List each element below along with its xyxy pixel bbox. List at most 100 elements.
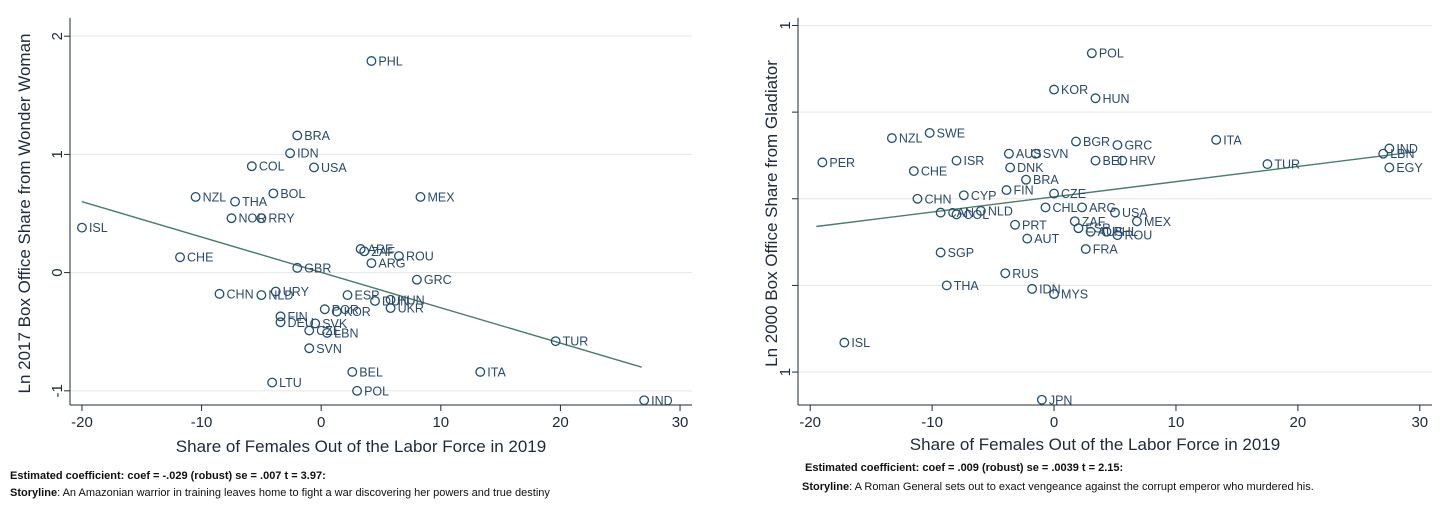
chart-gladiator: 1 1 -20 -10 0 10 20 30 Share of Females Out of t… <box>762 18 1432 454</box>
data-point-marker <box>285 148 296 159</box>
data-point-label: EGY <box>1396 161 1423 175</box>
x-tick-label: 0 <box>1050 414 1058 431</box>
data-point-marker <box>175 252 185 263</box>
data-point-label: ISL <box>89 221 108 235</box>
data-point-label: ARG <box>378 257 405 271</box>
storyline-text: : An Amazonian warrior in training leave… <box>57 487 550 499</box>
data-point-marker <box>1131 216 1142 227</box>
data-point-label: ROU <box>1124 229 1152 243</box>
data-point-label: AUT <box>1034 232 1059 246</box>
data-point-marker <box>912 193 923 204</box>
data-point-label: NZL <box>899 132 923 146</box>
data-point-marker <box>1117 155 1128 166</box>
data-point-marker <box>304 325 315 336</box>
data-point-label: NZL <box>203 190 227 204</box>
data-point-marker <box>1005 162 1016 173</box>
chart-panel-wonder-woman: -1 0 1 2 -20 -10 0 10 20 30 Share of Females Out o… <box>0 0 712 515</box>
data-point-marker <box>1049 188 1059 199</box>
data-point-marker <box>935 247 946 258</box>
data-point-label: FIN <box>1013 184 1033 198</box>
data-point-marker <box>1211 134 1222 145</box>
fit-line <box>816 151 1414 228</box>
data-point-marker <box>1073 223 1084 234</box>
data-point-label: IDN <box>1039 282 1061 296</box>
data-point-label: ROU <box>406 250 434 264</box>
x-tick-label: -10 <box>921 414 943 431</box>
data-point-marker <box>1112 230 1123 241</box>
data-point-marker <box>1049 84 1059 95</box>
data-point-marker <box>230 196 241 207</box>
data-point-marker <box>256 290 267 301</box>
data-point-marker <box>1378 148 1389 159</box>
data-point-label: MEX <box>1144 215 1172 229</box>
data-point-label: BGR <box>1083 135 1110 149</box>
data-point-marker <box>1022 233 1033 244</box>
x-tick-label: 10 <box>432 414 449 431</box>
data-point-marker <box>1040 202 1051 213</box>
data-point-marker <box>1027 283 1038 294</box>
fit-line <box>81 201 642 368</box>
data-point-marker <box>975 205 986 216</box>
data-point-label: ITA <box>487 365 506 379</box>
data-point-marker <box>1030 148 1041 159</box>
data-point-marker <box>886 133 897 144</box>
data-point-label: FRA <box>1093 243 1119 257</box>
x-tick-label: -10 <box>191 414 213 431</box>
x-axis-title: Share of Females Out of the Labor Force … <box>176 437 546 456</box>
data-point-marker <box>331 306 342 317</box>
data-point-label: JPN <box>1049 393 1073 407</box>
data-point-marker <box>817 157 828 168</box>
y-tick-label: 1 <box>777 21 794 29</box>
data-point-label: KOR <box>1061 83 1088 97</box>
data-point-label: ESP <box>1085 222 1110 236</box>
data-point-label: SVN <box>316 342 342 356</box>
data-point-marker <box>292 262 303 273</box>
data-point-label: TUR <box>1274 158 1300 172</box>
data-point-label: UKR <box>398 302 424 316</box>
data-point-label: CHN <box>924 192 951 206</box>
x-tick-label: 10 <box>1168 414 1185 431</box>
coefficient-note: Estimated coefficient: coef = -.029 (rob… <box>10 470 710 482</box>
data-point-marker <box>275 311 286 322</box>
data-point-label: SWE <box>937 126 965 140</box>
data-point-marker <box>370 296 380 306</box>
data-point-marker <box>951 155 962 166</box>
x-tick-label: 0 <box>317 414 325 431</box>
data-point-marker <box>839 337 850 348</box>
data-point-label: FIN <box>288 310 308 324</box>
data-point-marker <box>958 190 969 201</box>
data-point-label: CHN <box>227 287 254 301</box>
data-point-marker <box>246 161 257 172</box>
data-point-label: ARG <box>1089 201 1116 215</box>
x-axis-title: Share of Females Out of the Labor Force … <box>910 435 1280 454</box>
data-point-marker <box>1112 140 1123 150</box>
data-point-label: USA <box>1122 206 1148 220</box>
data-point-label: LBN <box>334 326 358 340</box>
data-point-label: HRV <box>1129 154 1156 168</box>
data-point-marker <box>1262 159 1273 170</box>
data-point-label: BRA <box>1033 173 1059 187</box>
data-point-marker <box>310 318 321 329</box>
data-point-label: GRC <box>424 273 452 287</box>
data-point-label: LTU <box>279 376 302 390</box>
x-tick-label: -20 <box>799 414 821 431</box>
data-point-marker <box>292 130 303 141</box>
data-point-label: PHL <box>1113 225 1137 239</box>
data-point-label: DNK <box>1017 161 1044 175</box>
y-tick-label: -1 <box>49 384 66 397</box>
data-point-marker <box>322 327 333 338</box>
storyline-note: Storyline: A Roman General sets out to e… <box>802 481 1452 493</box>
data-point-label: PRT <box>1022 218 1047 232</box>
data-point-marker <box>309 162 319 173</box>
data-point-marker <box>268 188 279 199</box>
data-point-label: GRC <box>1124 139 1152 153</box>
data-point-marker <box>1021 174 1031 185</box>
chart-panel-gladiator: 1 1 -20 -10 0 10 20 30 Share of Females Out of t… <box>744 0 1456 515</box>
data-point-marker <box>275 317 286 328</box>
data-point-marker <box>908 166 919 176</box>
data-point-marker <box>1090 155 1101 166</box>
data-point-marker <box>951 209 962 220</box>
data-point-marker <box>214 288 225 299</box>
data-point-marker <box>385 303 396 314</box>
